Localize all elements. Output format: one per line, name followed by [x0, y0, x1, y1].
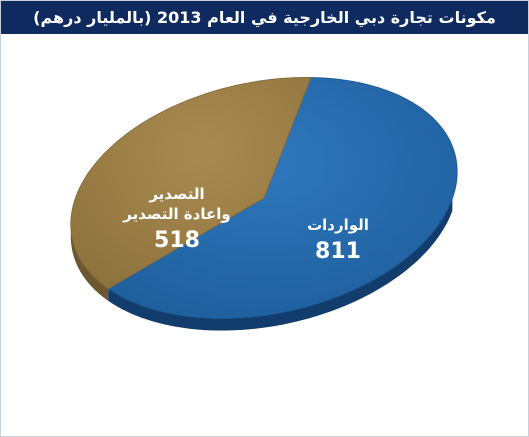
- exports-value: 518: [154, 228, 200, 253]
- pie-slice-exports: [70, 77, 312, 290]
- pie-chart: الواردات 811 التصدير واعادة التصدير 518: [70, 77, 458, 331]
- imports-label-line-1: الواردات: [307, 216, 369, 234]
- imports-value: 811: [315, 239, 361, 264]
- exports-slice-side: [70, 209, 109, 301]
- imports-slice-side: [108, 198, 453, 331]
- exports-label-line-2: واعادة التصدير: [122, 205, 230, 223]
- chart-title: مكونات تجارة دبي الخارجية في العام 2013 …: [1, 1, 528, 34]
- pie-slice-imports: [107, 77, 458, 319]
- exports-label-line-1: التصدير: [148, 185, 204, 203]
